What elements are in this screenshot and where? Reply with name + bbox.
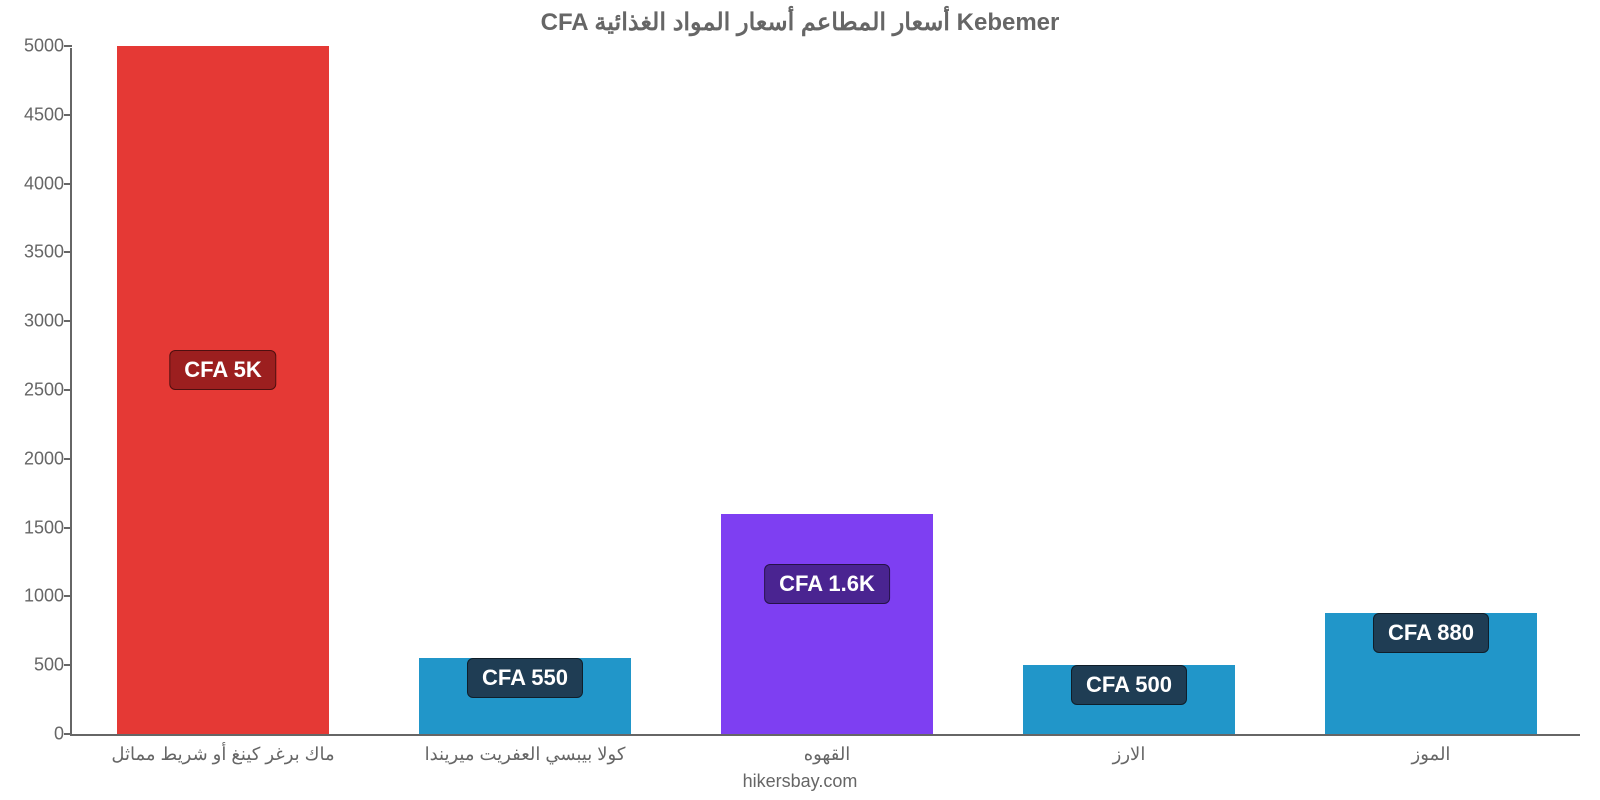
yaxis-tick-label: 2000 xyxy=(24,448,72,469)
yaxis-tick-label: 3500 xyxy=(24,242,72,263)
xaxis-label: ماك برغر كينغ أو شريط مماثل xyxy=(111,734,334,765)
yaxis-tick-label: 1500 xyxy=(24,517,72,538)
plot-area: 0500100015002000250030003500400045005000… xyxy=(70,48,1580,736)
xaxis-label: كولا بيبسي العفريت ميريندا xyxy=(425,734,626,765)
xaxis-label: القهوه xyxy=(804,734,851,765)
value-badge: CFA 880 xyxy=(1373,613,1489,653)
value-badge: CFA 500 xyxy=(1071,665,1187,705)
chart-title: CFA أسعار المطاعم أسعار المواد الغذائية … xyxy=(541,8,1060,37)
yaxis-tick-label: 4500 xyxy=(24,104,72,125)
chart-footer: hikersbay.com xyxy=(743,771,858,792)
value-badge: CFA 550 xyxy=(467,658,583,698)
yaxis-tick-label: 5000 xyxy=(24,36,72,57)
yaxis-tick-label: 0 xyxy=(54,724,72,745)
xaxis-label: الموز xyxy=(1412,734,1451,765)
chart-container: CFA أسعار المطاعم أسعار المواد الغذائية … xyxy=(0,0,1600,800)
yaxis-tick-label: 1000 xyxy=(24,586,72,607)
bar xyxy=(117,46,328,734)
yaxis-tick-label: 4000 xyxy=(24,173,72,194)
yaxis-tick-label: 2500 xyxy=(24,380,72,401)
value-badge: CFA 5K xyxy=(169,350,276,390)
yaxis-tick-label: 3000 xyxy=(24,311,72,332)
value-badge: CFA 1.6K xyxy=(764,564,890,604)
xaxis-label: الارز xyxy=(1113,734,1146,765)
yaxis-tick-label: 500 xyxy=(34,655,72,676)
bar xyxy=(721,514,932,734)
